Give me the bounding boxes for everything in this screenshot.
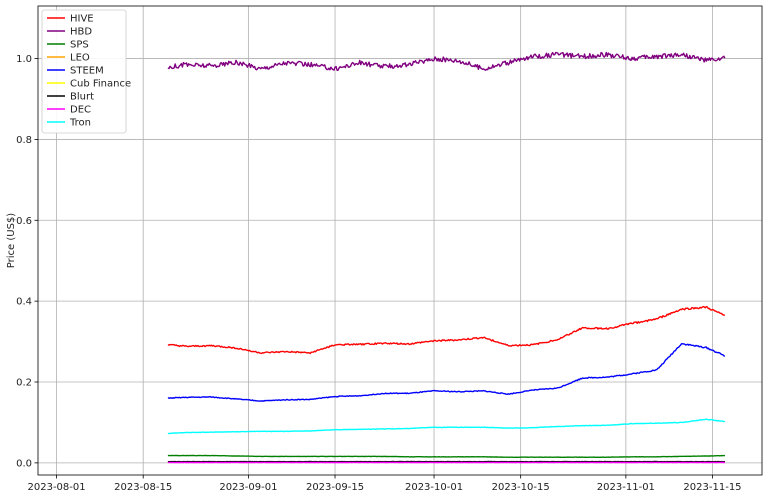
y-tick-label: 0.2 [16,378,32,389]
plot-frame [37,5,763,476]
series-line-sps [167,454,726,458]
legend-label-hbd: HBD [70,27,92,38]
series-line-tron [167,418,725,435]
y-tick-label: 0.8 [16,135,32,146]
x-tick-label: 2023-09-15 [306,482,364,493]
legend-label-hive: HIVE [70,14,94,25]
legend-label-sps: SPS [70,40,89,51]
legend-label-leo: LEO [70,53,90,64]
legend-label-tron: Tron [69,118,91,129]
legend-label-cub-finance: Cub Finance [70,79,131,90]
y-tick-label: 0.4 [16,297,32,308]
x-tick-label: 2023-10-15 [492,482,550,493]
series-line-hive [167,305,726,355]
x-tick-label: 2023-08-15 [114,482,172,493]
series-line-hbd [167,51,726,71]
series-line-steem [167,343,726,402]
y-axis-ticks: 0.0 0.2 0.4 0.6 0.8 1.0 [16,54,38,469]
y-axis-label: Price (US$) [6,213,17,269]
y-tick-label: 0.0 [16,458,32,469]
x-tick-label: 2023-09-01 [219,482,277,493]
x-tick-label: 2023-11-01 [597,482,655,493]
y-tick-label: 0.6 [16,216,32,227]
legend-label-dec: DEC [70,105,91,116]
x-tick-label: 2023-10-01 [405,482,463,493]
legend: HIVE HBD SPS LEO STEEM Cub Finance Blurt DEC Tro… [41,9,131,134]
legend-box [41,9,127,134]
x-tick-label: 2023-11-15 [683,482,741,493]
y-tick-label: 1.0 [16,54,32,65]
x-axis-ticks: 2023-08-01 2023-08-15 2023-09-01 2023-09-15… [28,475,742,493]
grid [38,6,762,475]
series-lines [167,51,726,464]
x-tick-label: 2023-08-01 [28,482,86,493]
legend-label-steem: STEEM [70,66,104,77]
legend-label-blurt: Blurt [70,92,94,103]
